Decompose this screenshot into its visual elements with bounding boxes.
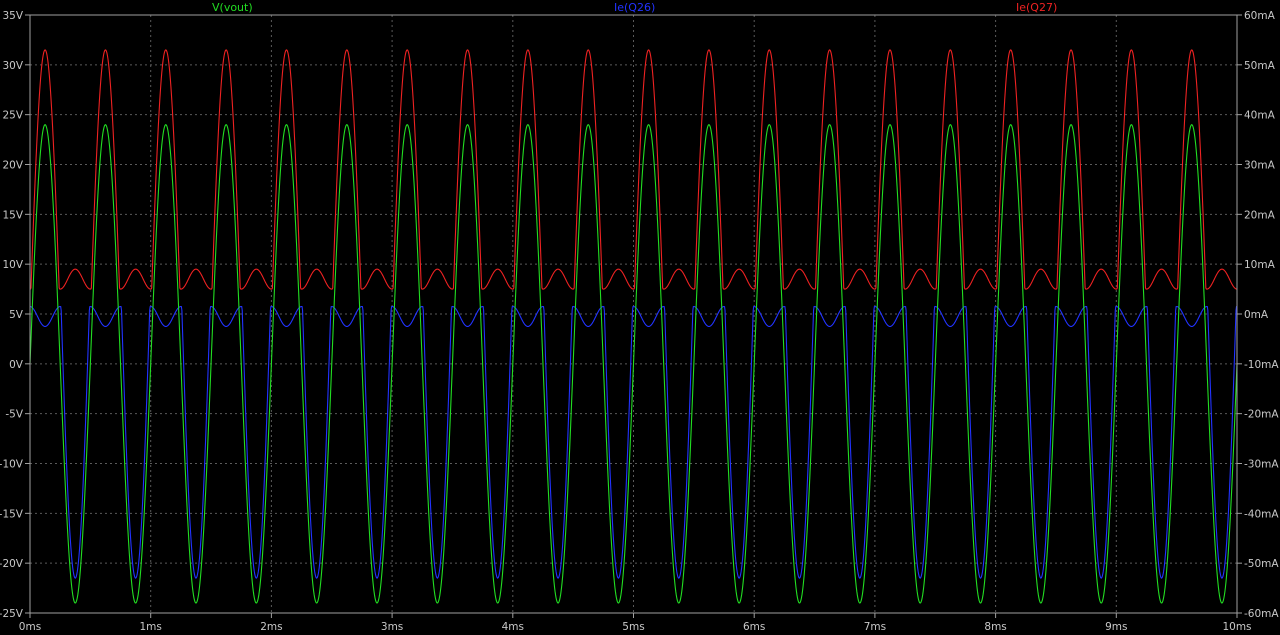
y-right-tick-label: -20mA (1244, 409, 1279, 421)
x-tick-label: 7ms (864, 621, 886, 633)
series-line-ie-q27 (29, 49, 1238, 290)
x-tick-label: 0ms (19, 621, 41, 633)
y-right-tick-label: 50mA (1244, 60, 1276, 72)
y-left-tick-label: -10V (0, 459, 24, 471)
y-right-tick-label: 0mA (1244, 309, 1269, 321)
x-tick-label: 5ms (622, 621, 644, 633)
y-left-ticks: 35V 30V 25V 20V 15V 10V 5V 0V -5V -10V -15V -20V -25… (0, 10, 30, 620)
y-left-tick-label: -5V (5, 409, 23, 421)
y-left-tick-label: 20V (2, 160, 23, 172)
y-left-tick-label: 5V (9, 309, 24, 321)
x-tick-label: 2ms (260, 621, 282, 633)
y-right-ticks: 60mA 50mA 40mA 30mA 20mA 10mA 0mA -10mA -20mA -30… (1237, 10, 1279, 620)
x-tick-label: 1ms (140, 621, 162, 633)
legend-ie-q27[interactable]: Ie(Q27) (1016, 1, 1058, 14)
x-ticks: 0ms 1ms 2ms 3ms 4ms 5ms 6ms 7ms 8ms 9ms 10ms (19, 613, 1252, 633)
grid (30, 15, 1237, 613)
y-right-tick-label: -50mA (1244, 558, 1279, 570)
y-right-tick-label: 20mA (1244, 209, 1276, 221)
y-right-tick-label: -30mA (1244, 459, 1279, 471)
x-tick-label: 4ms (502, 621, 524, 633)
series-group (29, 49, 1238, 604)
x-tick-label: 3ms (381, 621, 403, 633)
x-tick-label: 10ms (1222, 621, 1251, 633)
y-right-tick-label: -10mA (1244, 359, 1279, 371)
y-left-tick-label: -15V (0, 508, 24, 520)
y-right-tick-label: -60mA (1244, 608, 1279, 620)
y-left-tick-label: 0V (9, 359, 24, 371)
legend-vout[interactable]: V(vout) (212, 1, 253, 14)
y-right-tick-label: 60mA (1244, 10, 1276, 22)
y-right-tick-label: 40mA (1244, 110, 1276, 122)
y-left-tick-label: 25V (2, 110, 23, 122)
x-tick-label: 9ms (1105, 621, 1127, 633)
x-tick-label: 6ms (743, 621, 765, 633)
y-right-tick-label: -40mA (1244, 508, 1279, 520)
legend-ie-q26[interactable]: Ie(Q26) (614, 1, 656, 14)
series-line-ie-q26 (29, 305, 1238, 579)
y-right-tick-label: 30mA (1244, 160, 1276, 172)
y-left-tick-label: -25V (0, 608, 24, 620)
y-left-tick-label: 35V (2, 10, 23, 22)
y-right-tick-label: 10mA (1244, 259, 1276, 271)
x-tick-label: 8ms (984, 621, 1006, 633)
y-left-tick-label: -20V (0, 558, 24, 570)
y-left-tick-label: 15V (2, 209, 23, 221)
series-line-vout (29, 123, 1238, 604)
y-left-tick-label: 30V (2, 60, 23, 72)
y-left-tick-label: 10V (2, 259, 23, 271)
